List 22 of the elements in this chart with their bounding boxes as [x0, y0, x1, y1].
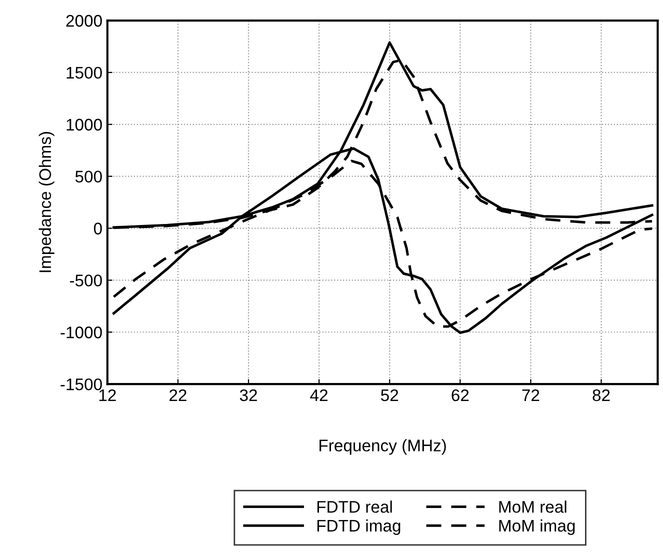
x-tick-label: 52: [381, 389, 398, 402]
y-tick-label: 500: [75, 170, 102, 183]
x-tick-label: 22: [170, 389, 186, 401]
y-axis-title: Impedance (Ohms): [38, 132, 54, 272]
legend-label: MoM imag: [499, 519, 575, 535]
y-tick-label: 2000: [66, 14, 102, 27]
x-tick-label: 72: [522, 389, 540, 401]
y-tick-label: -1000: [60, 326, 102, 338]
y-tick-label: -500: [70, 274, 102, 286]
x-tick-label: 82: [592, 389, 610, 402]
x-tick-label: 12: [99, 389, 116, 401]
y-tick-label: 0: [94, 222, 102, 234]
legend-label: MoM real: [499, 500, 566, 513]
legend-label: FDTD imag: [317, 519, 400, 535]
x-tick-label: 42: [310, 389, 328, 401]
y-tick-label: -1500: [60, 378, 102, 390]
x-tick-label: 32: [240, 389, 257, 402]
y-tick-label: 1000: [66, 118, 102, 131]
legend-label: FDTD real: [317, 500, 392, 513]
x-tick-label: 62: [452, 389, 469, 402]
x-axis-title: Frequency (MHz): [320, 439, 446, 455]
y-tick-label: 1500: [66, 66, 102, 79]
